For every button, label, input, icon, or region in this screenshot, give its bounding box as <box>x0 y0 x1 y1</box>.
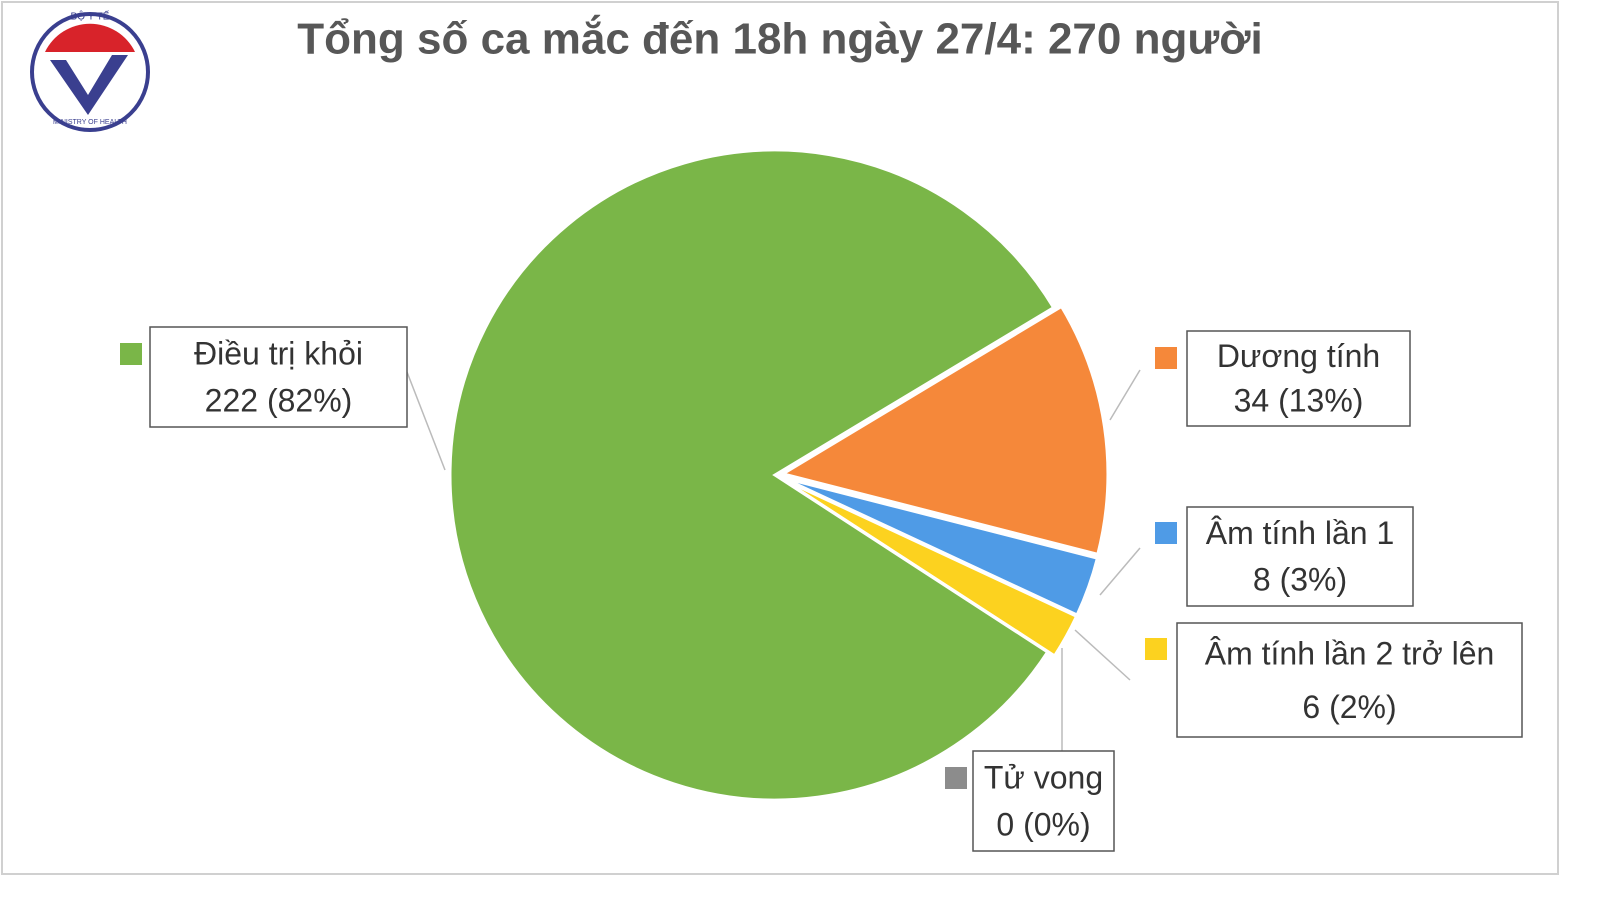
leader-line <box>1109 369 1141 421</box>
logo-top: BỘ Y TẾ <box>71 10 110 23</box>
pie-slice <box>779 304 1110 557</box>
data-label: 34 (13%) <box>1234 383 1364 419</box>
label-box <box>1186 506 1414 607</box>
label-name: Âm tính lần 1 <box>1206 515 1395 551</box>
legend-swatch <box>1155 522 1177 544</box>
data-label: 222 (82%) <box>205 382 353 418</box>
legend-swatch <box>120 343 142 365</box>
label-name: Âm tính lần 2 trở lên <box>1205 636 1495 672</box>
label-name: Điều trị khỏi <box>194 335 363 371</box>
label-name: Tử vong <box>984 759 1103 795</box>
label-name: Dương tính <box>1217 338 1380 374</box>
leader-line <box>1099 547 1141 596</box>
label-box <box>1176 622 1523 738</box>
chart-title: Tổng số ca mắc đến 18h ngày 27/4: 270 ng… <box>297 14 1262 64</box>
leader-line <box>1074 629 1131 681</box>
label-box <box>972 750 1115 852</box>
legend-swatch <box>1155 347 1177 369</box>
label-box <box>1186 330 1411 427</box>
leader-line <box>406 371 446 471</box>
data-label: 8 (3%) <box>1253 562 1347 598</box>
data-label: 0 (0%) <box>996 806 1090 842</box>
label-box <box>149 326 408 428</box>
pie-slice <box>448 148 1056 802</box>
logo-bottom: MINISTRY OF HEALTH <box>53 119 127 126</box>
legend-swatch <box>945 767 967 789</box>
data-label: 6 (2%) <box>1302 689 1396 725</box>
logo: BỘ Y TẾ MINISTRY OF HEALTH <box>30 10 150 132</box>
legend-swatch <box>1145 638 1167 660</box>
